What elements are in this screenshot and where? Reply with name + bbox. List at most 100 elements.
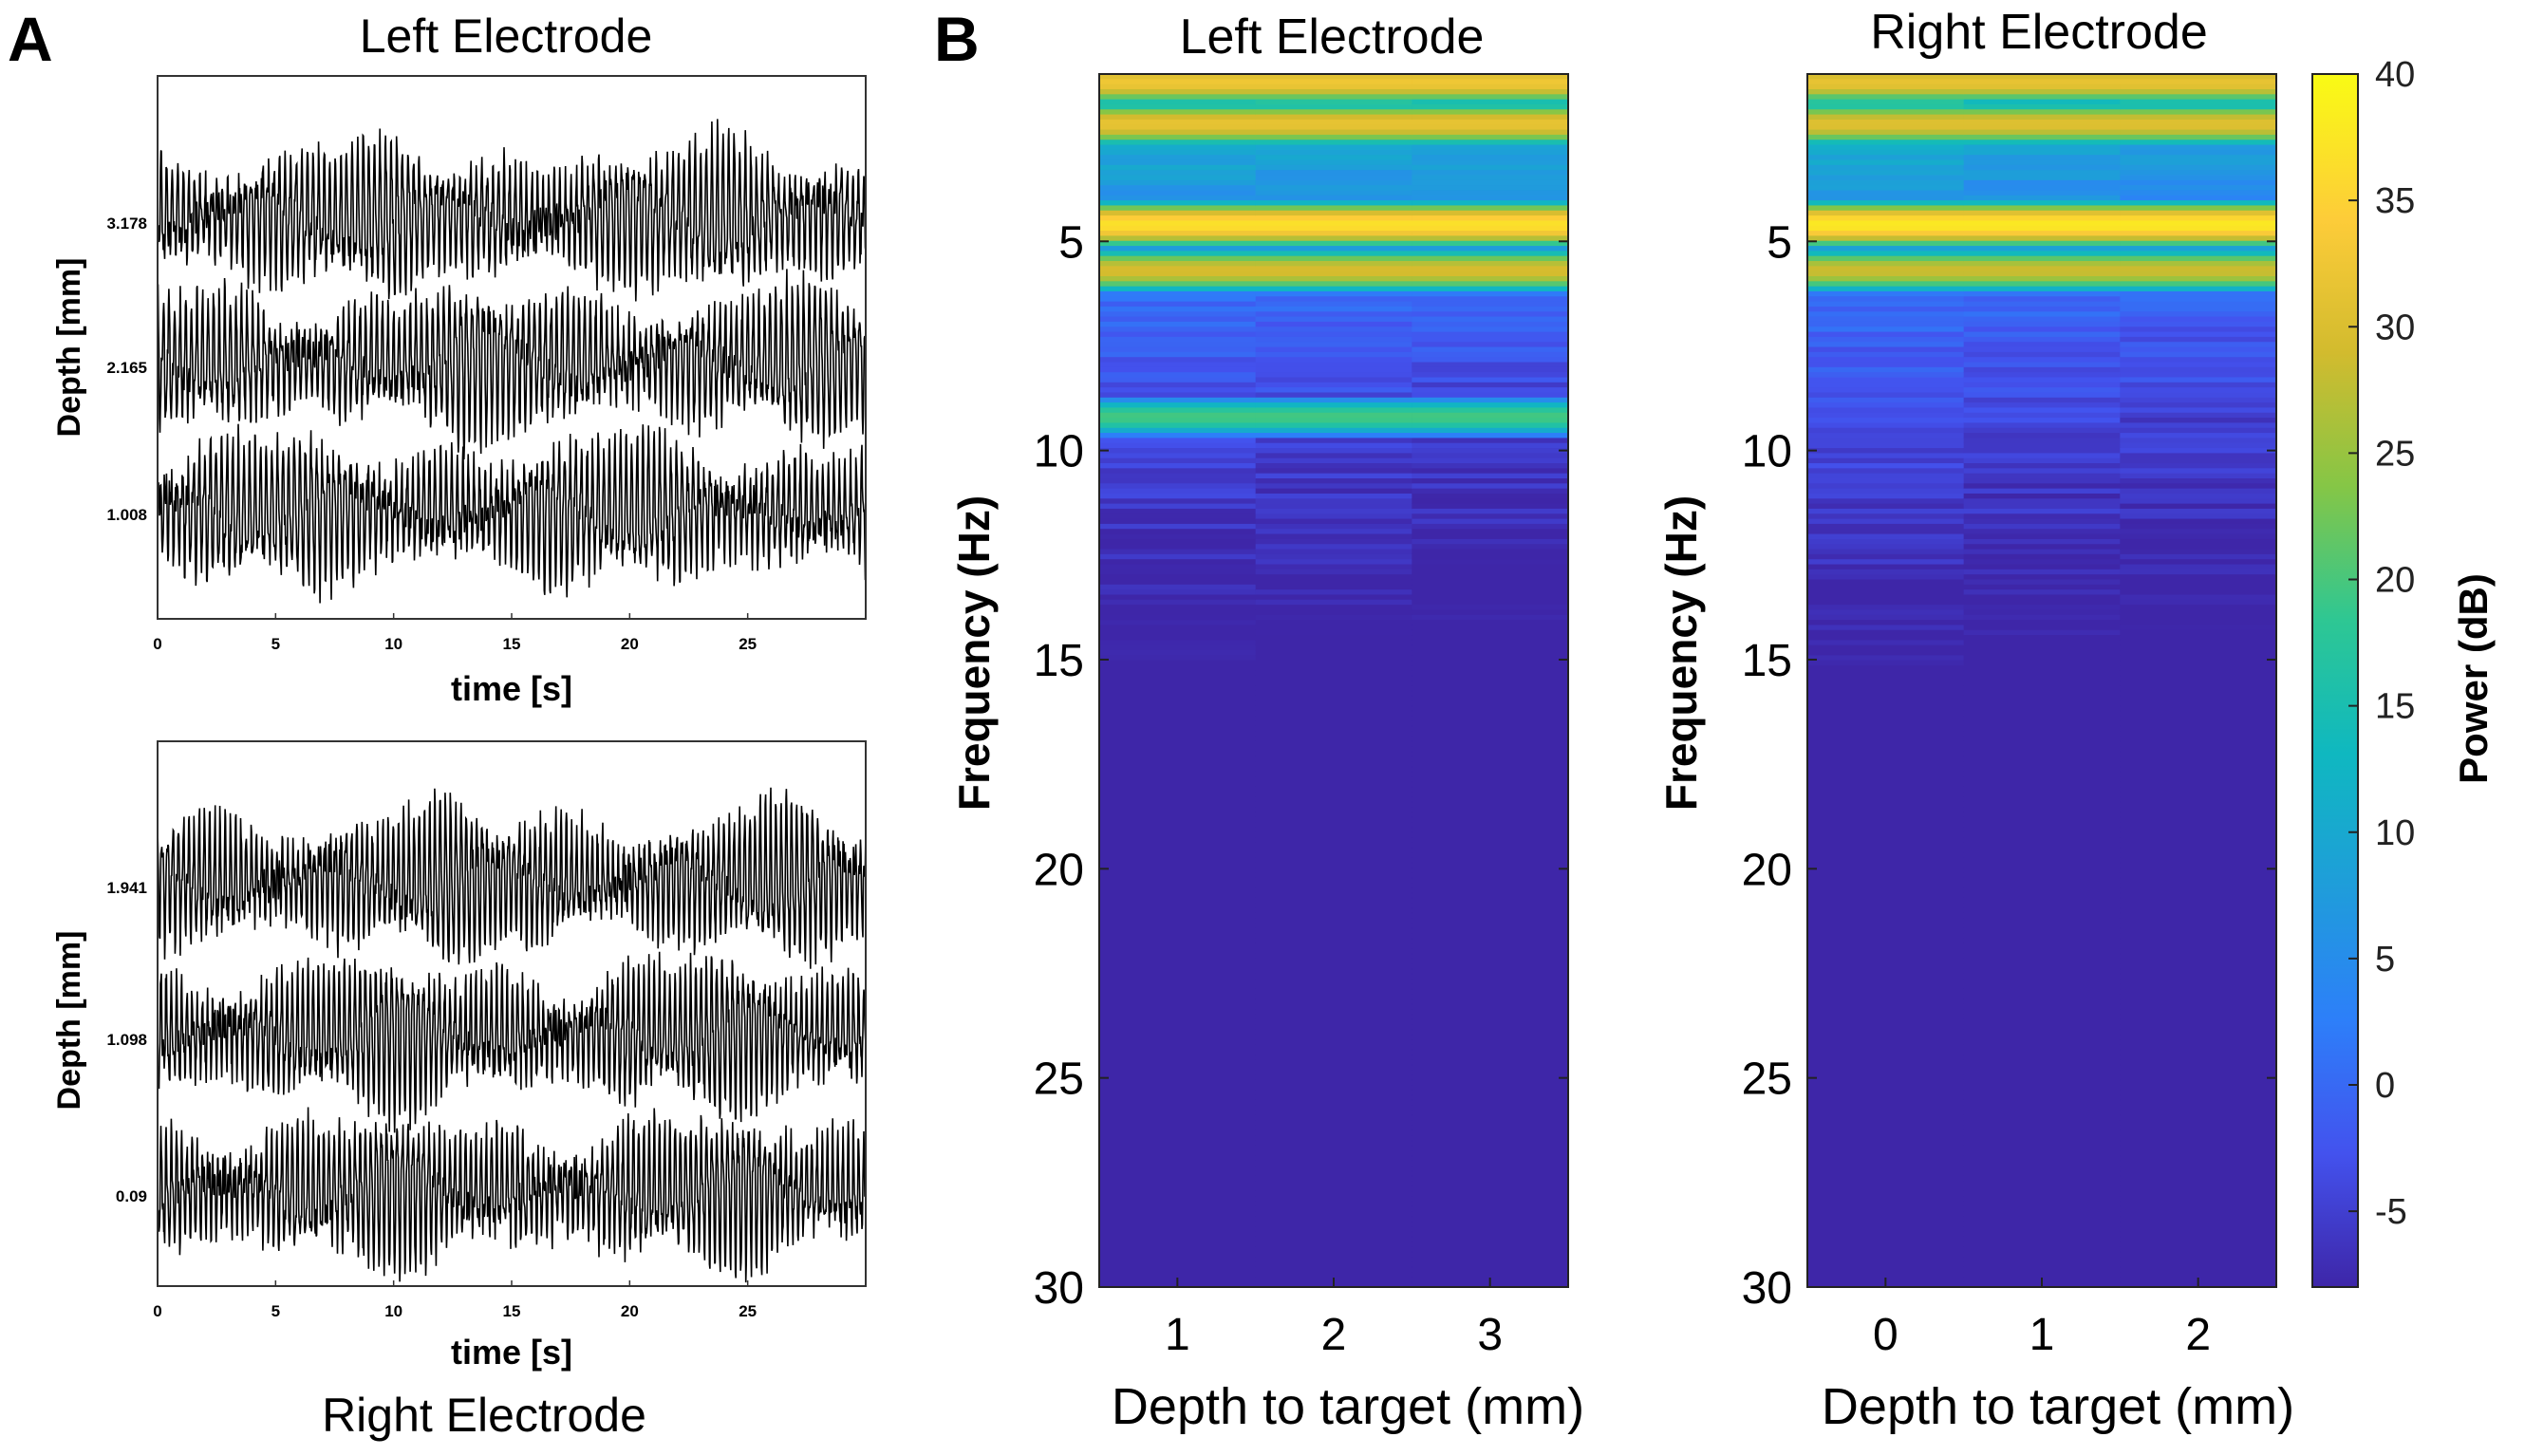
heatmap-cell — [2120, 478, 2277, 484]
heatmap-cell — [1807, 427, 1965, 434]
heatmap-cell — [1099, 1079, 1257, 1086]
heatmap-cell — [1963, 872, 2121, 879]
heatmap-cell — [1099, 1236, 1257, 1242]
heatmap-cell — [1412, 549, 1569, 555]
heatmap-cell — [1807, 1009, 1965, 1016]
heatmap-cell — [1412, 412, 1569, 419]
heatmap-cell — [1807, 433, 1965, 439]
heatmap-cell — [1255, 468, 1412, 475]
heatmap-cell — [1412, 918, 1569, 924]
heatmap-cell — [1412, 366, 1569, 373]
heatmap-cell — [2120, 544, 2277, 551]
heatmap-cell — [1807, 200, 1965, 207]
heatmap-cell — [1099, 1190, 1257, 1197]
heatmap-cell — [1963, 251, 2121, 257]
heatmap-cell — [1963, 746, 2121, 753]
heatmap-cell — [1963, 195, 2121, 201]
heatmap-cell — [1099, 614, 1257, 621]
heatmap-cell — [1412, 240, 1569, 247]
x-tick-label: 0 — [153, 635, 161, 653]
heatmap-cell — [1255, 327, 1412, 333]
heatmap-cell — [1412, 1090, 1569, 1096]
heatmap-cell — [1255, 731, 1412, 737]
heatmap-cell — [1255, 559, 1412, 566]
heatmap-cell — [1255, 1044, 1412, 1051]
heatmap-cell — [1807, 124, 1965, 131]
x-tick-label: 10 — [384, 635, 402, 653]
colorbar-tick-label: 30 — [2375, 308, 2415, 347]
heatmap-cell — [1807, 923, 1965, 929]
heatmap-cell — [1412, 1003, 1569, 1010]
heatmap-cell — [1099, 927, 1257, 934]
heatmap-cell — [2120, 382, 2277, 388]
heatmap-cell — [1255, 857, 1412, 864]
heatmap-cell — [1412, 478, 1569, 484]
heatmap-cell — [1255, 761, 1412, 768]
heatmap-cell — [1255, 261, 1412, 267]
heatmap-cell — [1255, 670, 1412, 677]
panel-a-right-chart: 0 5 10 15 20 25 1.941 1.098 0.09 time [s] Dep… — [51, 740, 867, 1442]
heatmap-cell — [1099, 1140, 1257, 1147]
x-tick-label: 10 — [384, 1302, 402, 1320]
heatmap-cell — [1807, 1201, 1965, 1207]
heatmap-cell — [2120, 74, 2277, 80]
heatmap-cell — [2120, 650, 2277, 656]
heatmap-cell — [1807, 140, 1965, 146]
heatmap-cell — [1099, 407, 1257, 414]
heatmap-cell — [1807, 983, 1965, 990]
heatmap-cell — [1412, 170, 1569, 177]
heatmap-cell — [1255, 746, 1412, 753]
heatmap-cell — [1255, 710, 1412, 717]
heatmap-cell — [1963, 933, 2121, 940]
heatmap-cell — [2120, 831, 2277, 838]
heatmap-cell — [1963, 584, 2121, 590]
heatmap-cell — [1412, 736, 1569, 742]
heatmap-cell — [1099, 1114, 1257, 1121]
heatmap-cell — [1099, 544, 1257, 551]
heatmap-cell — [1963, 412, 2121, 419]
heatmap-cell — [1412, 114, 1569, 121]
heatmap-cell — [1807, 675, 1965, 681]
heatmap-cell — [2120, 134, 2277, 140]
heatmap-cell — [1099, 261, 1257, 267]
heatmap-cell — [1807, 407, 1965, 414]
y-tick-label: 30 — [1742, 1263, 1792, 1314]
heatmap-cell — [1963, 705, 2121, 712]
heatmap-cell — [1255, 681, 1412, 686]
heatmap-cell — [1807, 246, 1965, 252]
bottom-title: Right Electrode — [322, 1389, 646, 1442]
heatmap-cell — [1807, 1079, 1965, 1086]
heatmap-cell — [1412, 235, 1569, 242]
heatmap-cell — [1963, 1070, 2121, 1075]
heatmap-cell — [1412, 1135, 1569, 1142]
heatmap-cell — [1807, 553, 1965, 560]
heatmap-cell — [1255, 1009, 1412, 1016]
heatmap-cell — [1412, 776, 1569, 783]
heatmap-cell — [1807, 88, 1965, 95]
heatmap-cell — [1099, 99, 1257, 105]
heatmap-cell — [1099, 529, 1257, 535]
heatmap-cell — [2120, 357, 2277, 364]
heatmap-cell — [1255, 903, 1412, 909]
heatmap-cell — [1807, 1185, 1965, 1192]
heatmap-cell — [1963, 857, 2121, 864]
heatmap-cell — [1807, 1241, 1965, 1247]
heatmap-cell — [2120, 620, 2277, 626]
heatmap-cell — [1099, 816, 1257, 823]
heatmap-cell — [1412, 655, 1569, 662]
heatmap-cell — [1807, 1145, 1965, 1151]
heatmap-cell — [1099, 872, 1257, 879]
heatmap-cell — [1963, 266, 2121, 272]
heatmap-cell — [1412, 1074, 1569, 1081]
heatmap-cell — [1963, 564, 2121, 570]
heatmap-cell — [1807, 372, 1965, 379]
heatmap-cell — [1099, 1064, 1257, 1071]
heatmap-cell — [1255, 336, 1412, 343]
heatmap-cell — [1807, 1014, 1965, 1020]
x-tick-group: 0 5 10 15 20 25 — [153, 613, 757, 653]
heatmap-cell — [2120, 716, 2277, 722]
heatmap-cell — [2120, 438, 2277, 444]
heatmap-cell — [1255, 281, 1412, 288]
heatmap-cell — [2120, 665, 2277, 671]
